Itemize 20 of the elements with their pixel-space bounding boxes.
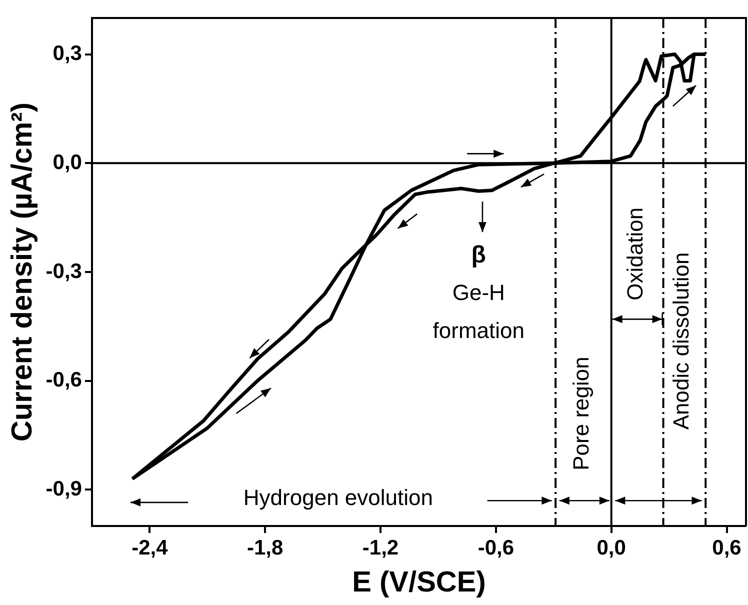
x-axis-title: E (V/SCE) — [352, 566, 486, 599]
annotation: formation — [432, 318, 524, 343]
x-tick-label: -0,6 — [478, 536, 514, 560]
annotation: Pore region — [568, 356, 594, 470]
y-tick-label: 0,3 — [52, 42, 82, 66]
annotation: Anodic dissolution — [668, 252, 694, 430]
annotation: β — [471, 241, 486, 268]
y-tick-label: -0,6 — [46, 368, 82, 392]
annotation: Oxidation — [622, 207, 648, 300]
y-tick-label: -0,9 — [46, 478, 82, 501]
y-tick-label: -0,3 — [46, 260, 82, 283]
annotation: Hydrogen evolution — [243, 484, 433, 510]
y-axis-title: Current density (µA/cm²) — [6, 102, 38, 442]
x-tick-label: 0,6 — [712, 536, 742, 560]
x-tick-label: -1,2 — [362, 536, 399, 560]
x-tick-label: -2,4 — [132, 536, 168, 560]
y-tick-label: 0,0 — [52, 150, 82, 174]
annotation: Ge-H — [452, 280, 505, 305]
x-tick-label: 0,0 — [596, 536, 626, 560]
x-tick-label: -1,8 — [247, 536, 284, 560]
